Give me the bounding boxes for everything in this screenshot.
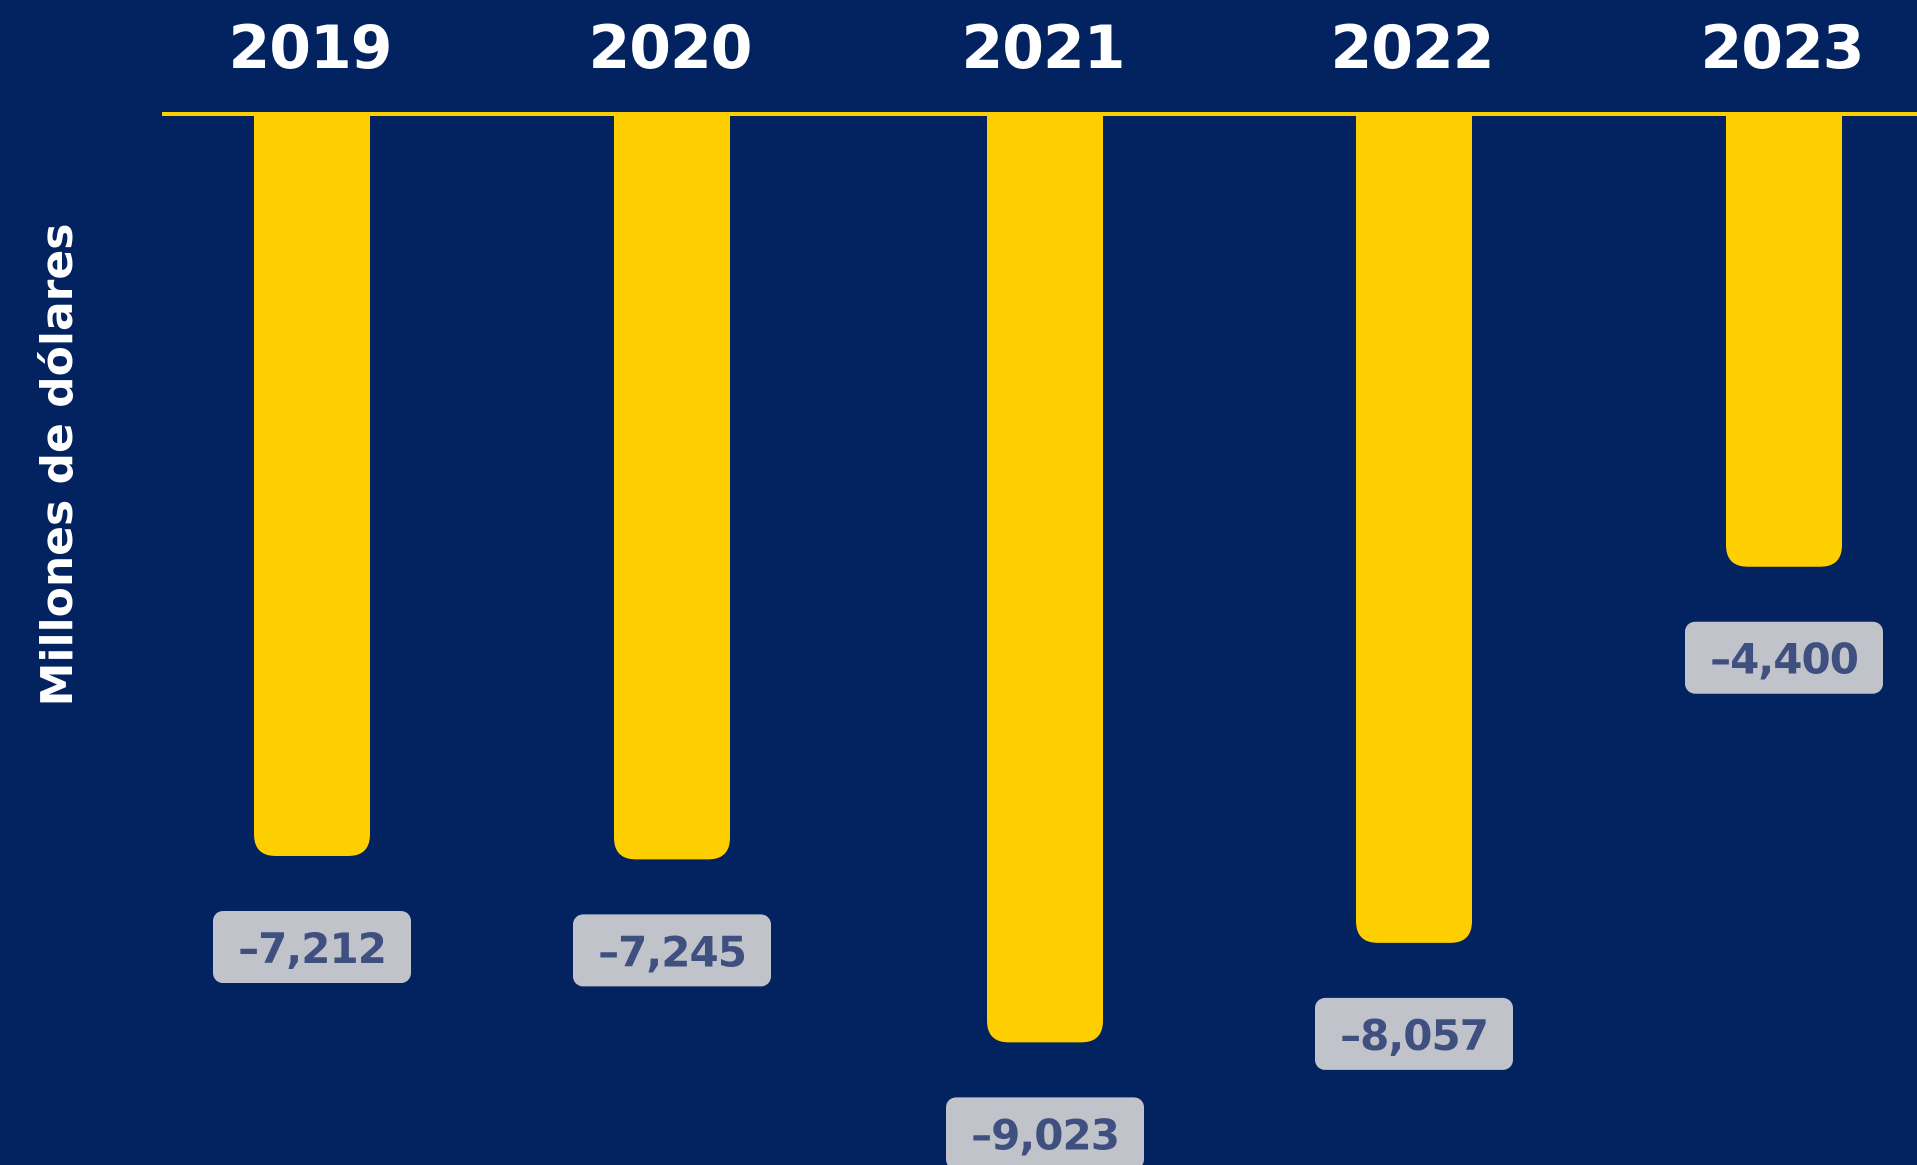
- value-label-2023: –4,400: [1710, 635, 1858, 684]
- value-label-2021: –9,023: [971, 1110, 1119, 1159]
- value-label-2020: –7,245: [598, 927, 746, 976]
- category-label-2021: 2021: [962, 13, 1125, 83]
- bars-layer: [254, 114, 1842, 1043]
- bar-2020: [614, 114, 730, 860]
- value-label-box-2021: [946, 1097, 1144, 1165]
- category-label-2019: 2019: [229, 13, 392, 83]
- category-label-2023: 2023: [1701, 13, 1864, 83]
- bar-2021: [987, 114, 1103, 1043]
- value-label-box-2020: [573, 914, 771, 987]
- category-label-2020: 2020: [589, 13, 752, 83]
- value-label-2019: –7,212: [238, 924, 386, 973]
- value-label-box-2023: [1685, 621, 1883, 694]
- y-axis-label: Millones de dólares: [32, 224, 83, 707]
- category-label-2022: 2022: [1331, 13, 1494, 83]
- value-label-box-2022: [1315, 997, 1513, 1070]
- value-label-2022: –8,057: [1340, 1011, 1488, 1060]
- bar-2022: [1356, 114, 1472, 943]
- bar-2023: [1726, 114, 1842, 567]
- labels-layer: 2019 –7,212 2020 –7,245 2021 –9,023 2022 –8,057…: [213, 13, 1883, 1165]
- bar-2019: [254, 114, 370, 856]
- value-label-box-2019: [213, 911, 411, 983]
